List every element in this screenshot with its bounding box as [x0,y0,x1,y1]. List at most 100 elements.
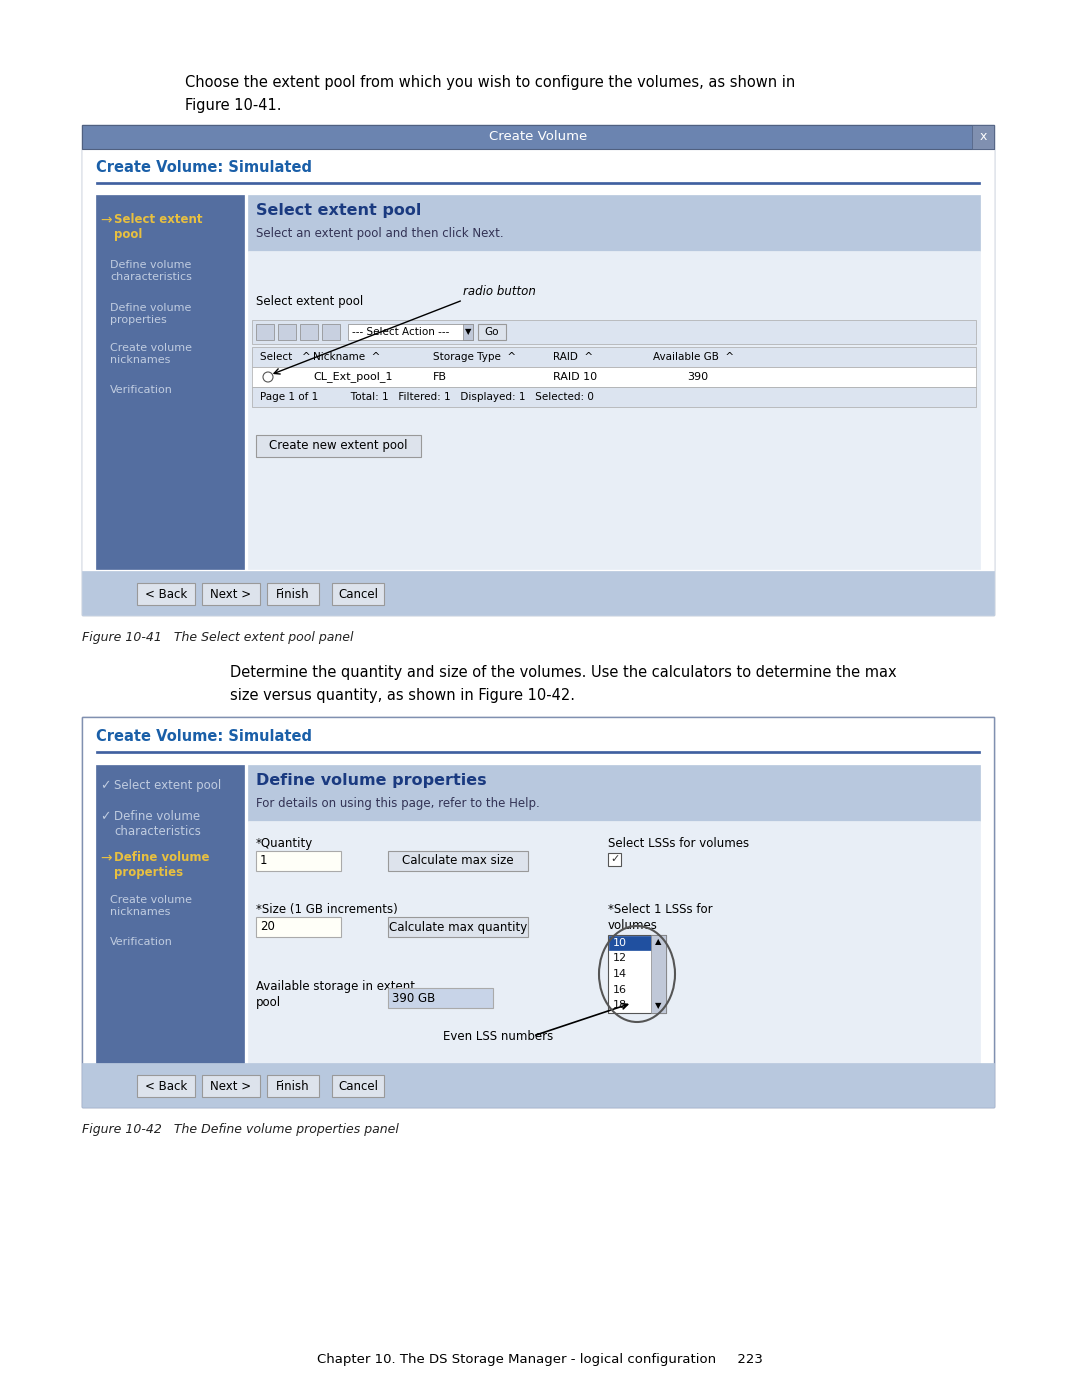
Text: 18: 18 [613,1000,627,1010]
Text: CL_Ext_pool_1: CL_Ext_pool_1 [313,372,392,383]
Text: ✓: ✓ [100,780,110,792]
Bar [252,320,976,344]
Bar [82,717,994,1106]
Bar [248,821,980,1063]
Bar [137,1076,195,1097]
Bar [82,124,994,615]
Text: 1: 1 [260,855,268,868]
Bar [137,583,195,605]
Text: ✓: ✓ [100,810,110,823]
Text: Define volume
characteristics: Define volume characteristics [114,810,201,838]
Bar [252,367,976,387]
Text: ▼: ▼ [464,327,471,337]
Bar [82,717,994,1106]
Bar [96,182,980,183]
Text: Define volume properties: Define volume properties [256,773,487,788]
Bar [252,387,976,407]
Text: Select LSSs for volumes: Select LSSs for volumes [608,837,750,849]
Text: Create volume
nicknames: Create volume nicknames [110,895,192,916]
Text: Page 1 of 1          Total: 1   Filtered: 1   Displayed: 1   Selected: 0: Page 1 of 1 Total: 1 Filtered: 1 Display… [260,393,594,402]
Text: Available storage in extent: Available storage in extent [256,981,415,993]
Bar [96,196,244,569]
Text: Determine the quantity and size of the volumes. Use the calculators to determine: Determine the quantity and size of the v… [230,665,896,680]
Text: < Back: < Back [145,588,187,601]
Text: Select extent pool: Select extent pool [256,295,363,307]
Text: 20: 20 [260,921,275,933]
Bar [202,1076,260,1097]
Bar [82,1063,994,1106]
Text: *Select 1 LSSs for: *Select 1 LSSs for [608,902,713,916]
Bar [278,324,296,339]
Bar [248,196,980,251]
Bar [248,251,980,569]
Text: Select extent pool: Select extent pool [114,780,221,792]
Text: Select extent pool: Select extent pool [256,203,421,218]
Text: Finish: Finish [276,588,310,601]
Text: →: → [100,212,111,226]
Text: Next >: Next > [211,1080,252,1092]
Text: ▲: ▲ [654,937,661,947]
Text: 16: 16 [613,985,627,995]
Circle shape [264,372,273,381]
Text: For details on using this page, refer to the Help.: For details on using this page, refer to… [256,798,540,810]
Bar [96,752,980,753]
Text: Create new extent pool: Create new extent pool [269,440,408,453]
Text: 14: 14 [613,970,627,979]
Text: Choose the extent pool from which you wish to configure the volumes, as shown in: Choose the extent pool from which you wi… [185,75,795,89]
Bar [609,936,651,950]
Text: Verification: Verification [110,386,173,395]
Text: Create Volume: Simulated: Create Volume: Simulated [96,161,312,175]
Bar [332,583,384,605]
Text: →: → [100,851,111,865]
Bar [463,324,473,339]
Text: radio button: radio button [463,285,536,298]
Text: 390: 390 [687,372,708,381]
Bar [322,324,340,339]
Text: FB: FB [433,372,447,381]
Bar [388,988,492,1009]
Bar [267,583,319,605]
Text: 390 GB: 390 GB [392,992,435,1004]
Text: Even LSS numbers: Even LSS numbers [443,1030,553,1044]
Text: Chapter 10. The DS Storage Manager - logical configuration     223: Chapter 10. The DS Storage Manager - log… [318,1352,762,1365]
Bar [202,583,260,605]
Bar [300,324,318,339]
Text: 12: 12 [613,953,627,964]
Bar [82,149,994,615]
Bar [388,851,528,870]
Text: *Size (1 GB increments): *Size (1 GB increments) [256,902,397,916]
Bar [96,766,244,1063]
Text: Create Volume: Create Volume [489,130,588,144]
Bar [248,766,980,821]
Text: Next >: Next > [211,588,252,601]
Bar [82,571,994,615]
Bar [388,916,528,937]
Text: Select   ^: Select ^ [260,352,311,362]
Bar [256,851,341,870]
Text: Select an extent pool and then click Next.: Select an extent pool and then click Nex… [256,226,503,240]
Bar [252,346,976,367]
Text: Define volume
properties: Define volume properties [110,303,191,324]
Text: ▼: ▼ [654,1002,661,1010]
Text: Go: Go [485,327,499,337]
Text: Figure 10-41   The Select extent pool panel: Figure 10-41 The Select extent pool pane… [82,631,353,644]
Text: Nickname  ^: Nickname ^ [313,352,380,362]
Text: Calculate max size: Calculate max size [402,855,514,868]
Text: Figure 10-42   The Define volume properties panel: Figure 10-42 The Define volume propertie… [82,1123,399,1136]
Bar [348,324,473,339]
Text: Verification: Verification [110,937,173,947]
Text: RAID  ^: RAID ^ [553,352,593,362]
Bar [608,935,666,1013]
Text: Cancel: Cancel [338,588,378,601]
Text: RAID 10: RAID 10 [553,372,597,381]
Text: Create volume
nicknames: Create volume nicknames [110,344,192,365]
Text: Create Volume: Simulated: Create Volume: Simulated [96,729,312,745]
Text: size versus quantity, as shown in Figure 10-42.: size versus quantity, as shown in Figure… [230,687,575,703]
Text: Define volume
properties: Define volume properties [114,851,210,879]
Bar [256,434,421,457]
Text: *Quantity: *Quantity [256,837,313,849]
Text: volumes: volumes [608,919,658,932]
Text: Storage Type  ^: Storage Type ^ [433,352,516,362]
Text: x: x [980,130,987,144]
Bar [256,916,341,937]
